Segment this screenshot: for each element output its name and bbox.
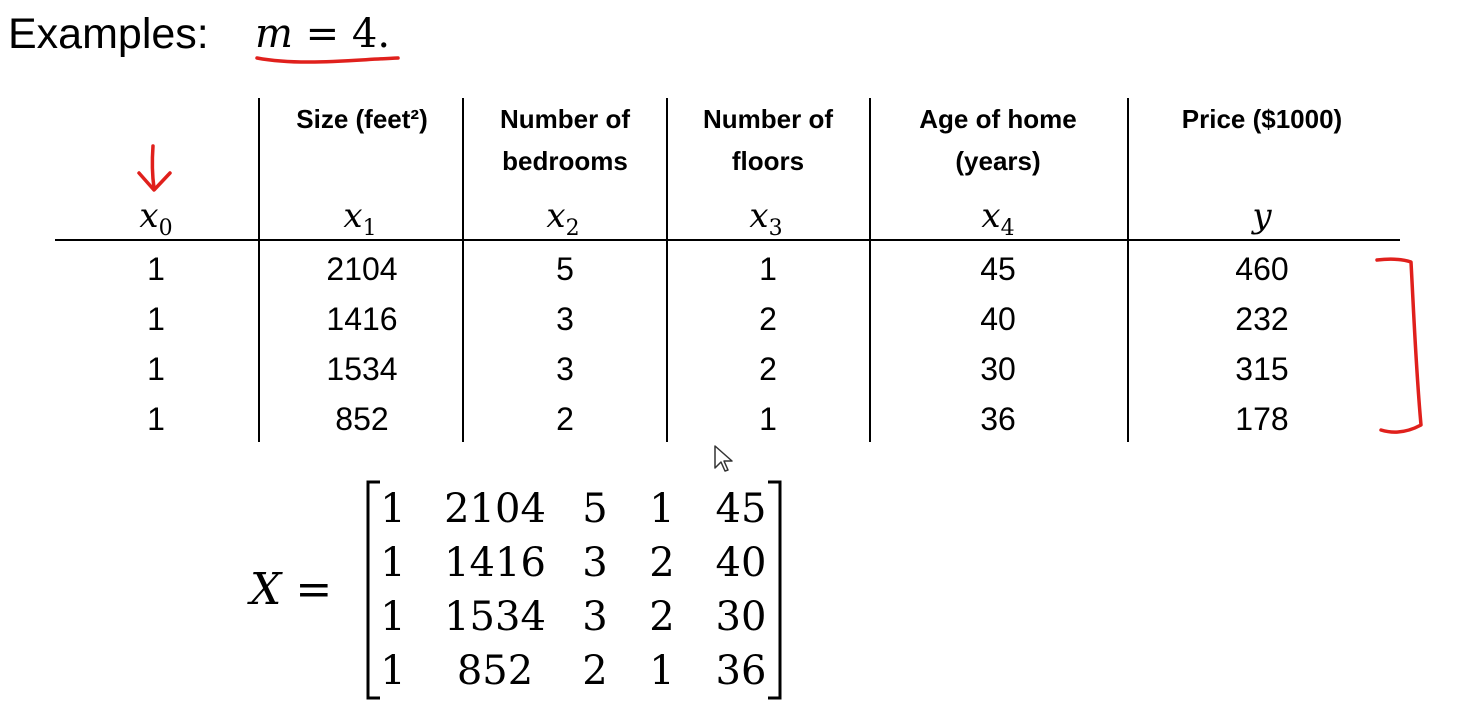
down-arrow-annotation-icon bbox=[137, 144, 172, 192]
matrix-cell: 1416 bbox=[444, 540, 546, 586]
header-bedrooms: Number of bedrooms bbox=[465, 98, 665, 182]
matrix-symbol: X bbox=[250, 564, 282, 615]
var-x2-symbol: x bbox=[546, 196, 566, 236]
header-floors-line1: Number of bbox=[703, 104, 833, 134]
var-x4-symbol: x bbox=[981, 196, 1001, 236]
column-divider-4 bbox=[869, 98, 871, 442]
matrix-cell: 2 bbox=[649, 540, 675, 586]
cell-age: 30 bbox=[980, 351, 1016, 387]
m-equals-4: m = 4. bbox=[255, 2, 390, 66]
matrix-left-bracket bbox=[366, 480, 380, 700]
matrix-cell: 2 bbox=[582, 648, 608, 694]
matrix-cell: 45 bbox=[715, 486, 767, 532]
cell-x0: 1 bbox=[147, 351, 165, 387]
cell-floors: 2 bbox=[759, 301, 777, 337]
column-divider-2 bbox=[462, 98, 464, 442]
var-x0: x0 bbox=[76, 194, 236, 251]
var-x2: x2 bbox=[483, 194, 643, 251]
matrix-cell: 2104 bbox=[444, 486, 546, 532]
cell-floors: 1 bbox=[759, 401, 777, 437]
header-age: Age of home (years) bbox=[898, 98, 1098, 182]
cell-bedrooms: 3 bbox=[556, 301, 574, 337]
var-y: y bbox=[1182, 194, 1342, 238]
header-size-line1: Size (feet²) bbox=[296, 104, 428, 134]
header-bedrooms-line1: Number of bbox=[500, 104, 630, 134]
matrix-label: X = bbox=[250, 560, 332, 620]
var-x1: x1 bbox=[280, 194, 440, 251]
cell-age: 36 bbox=[980, 401, 1016, 437]
var-x3-sub: 3 bbox=[768, 215, 783, 241]
matrix-cell: 852 bbox=[456, 648, 534, 694]
matrix-cell: 40 bbox=[715, 540, 767, 586]
m-variable: m bbox=[255, 11, 293, 57]
cell-age: 45 bbox=[980, 251, 1016, 287]
var-x3-symbol: x bbox=[749, 196, 769, 236]
header-bedrooms-line2: bedrooms bbox=[502, 146, 628, 176]
column-divider-5 bbox=[1127, 98, 1129, 442]
var-x1-sub: 1 bbox=[362, 215, 377, 241]
matrix-right-bracket bbox=[768, 480, 782, 700]
examples-label: Examples: bbox=[8, 10, 209, 58]
cell-price: 178 bbox=[1235, 401, 1289, 437]
cell-x0: 1 bbox=[147, 301, 165, 337]
matrix-cell: 1 bbox=[380, 594, 406, 640]
cell-bedrooms: 5 bbox=[556, 251, 574, 287]
header-age-line1: Age of home bbox=[919, 104, 1077, 134]
bracket-annotation-icon bbox=[1375, 257, 1423, 434]
cell-size: 1416 bbox=[326, 301, 398, 337]
matrix-cell: 36 bbox=[715, 648, 767, 694]
matrix-cell: 1 bbox=[380, 486, 406, 532]
column-divider-3 bbox=[666, 98, 668, 442]
matrix-cell: 2 bbox=[649, 594, 675, 640]
m-underline-ink bbox=[255, 56, 400, 64]
var-x4-sub: 4 bbox=[1000, 215, 1015, 241]
cell-size: 1534 bbox=[326, 351, 398, 387]
cell-price: 315 bbox=[1235, 351, 1289, 387]
matrix-cell: 3 bbox=[582, 594, 608, 640]
header-price: Price ($1000) bbox=[1162, 98, 1362, 140]
cell-price: 460 bbox=[1235, 251, 1289, 287]
matrix-cell: 1 bbox=[380, 648, 406, 694]
header-age-line2: (years) bbox=[955, 146, 1041, 176]
m-value: 4. bbox=[351, 11, 391, 57]
var-x4: x4 bbox=[918, 194, 1078, 251]
cell-age: 40 bbox=[980, 301, 1016, 337]
var-x0-sub: 0 bbox=[158, 215, 173, 241]
cell-floors: 1 bbox=[759, 251, 777, 287]
var-x0-symbol: x bbox=[139, 196, 159, 236]
cell-x0: 1 bbox=[147, 401, 165, 437]
cell-size: 2104 bbox=[326, 251, 398, 287]
header-size: Size (feet²) bbox=[262, 98, 462, 140]
matrix-cell: 1 bbox=[649, 648, 675, 694]
cell-floors: 2 bbox=[759, 351, 777, 387]
var-x1-symbol: x bbox=[343, 196, 363, 236]
var-x3: x3 bbox=[686, 194, 846, 251]
header-divider bbox=[55, 239, 1400, 241]
column-divider-1 bbox=[258, 98, 260, 442]
header-floors: Number of floors bbox=[668, 98, 868, 182]
matrix-equals: = bbox=[295, 564, 333, 615]
matrix-cell: 1534 bbox=[444, 594, 546, 640]
equals-sign: = bbox=[305, 11, 340, 57]
matrix-cell: 1 bbox=[649, 486, 675, 532]
var-x2-sub: 2 bbox=[565, 215, 580, 241]
cell-bedrooms: 2 bbox=[556, 401, 574, 437]
cell-bedrooms: 3 bbox=[556, 351, 574, 387]
header-floors-line2: floors bbox=[731, 146, 805, 176]
cell-size: 852 bbox=[335, 401, 389, 437]
matrix-cell: 5 bbox=[582, 486, 608, 532]
header-price-line1: Price ($1000) bbox=[1181, 104, 1343, 134]
var-y-symbol: y bbox=[1252, 196, 1272, 236]
matrix-cell: 1 bbox=[380, 540, 406, 586]
cell-price: 232 bbox=[1235, 301, 1289, 337]
cell-x0: 1 bbox=[147, 251, 165, 287]
arrow-cursor-icon bbox=[714, 445, 733, 472]
matrix-cell: 30 bbox=[715, 594, 767, 640]
matrix-cell: 3 bbox=[582, 540, 608, 586]
